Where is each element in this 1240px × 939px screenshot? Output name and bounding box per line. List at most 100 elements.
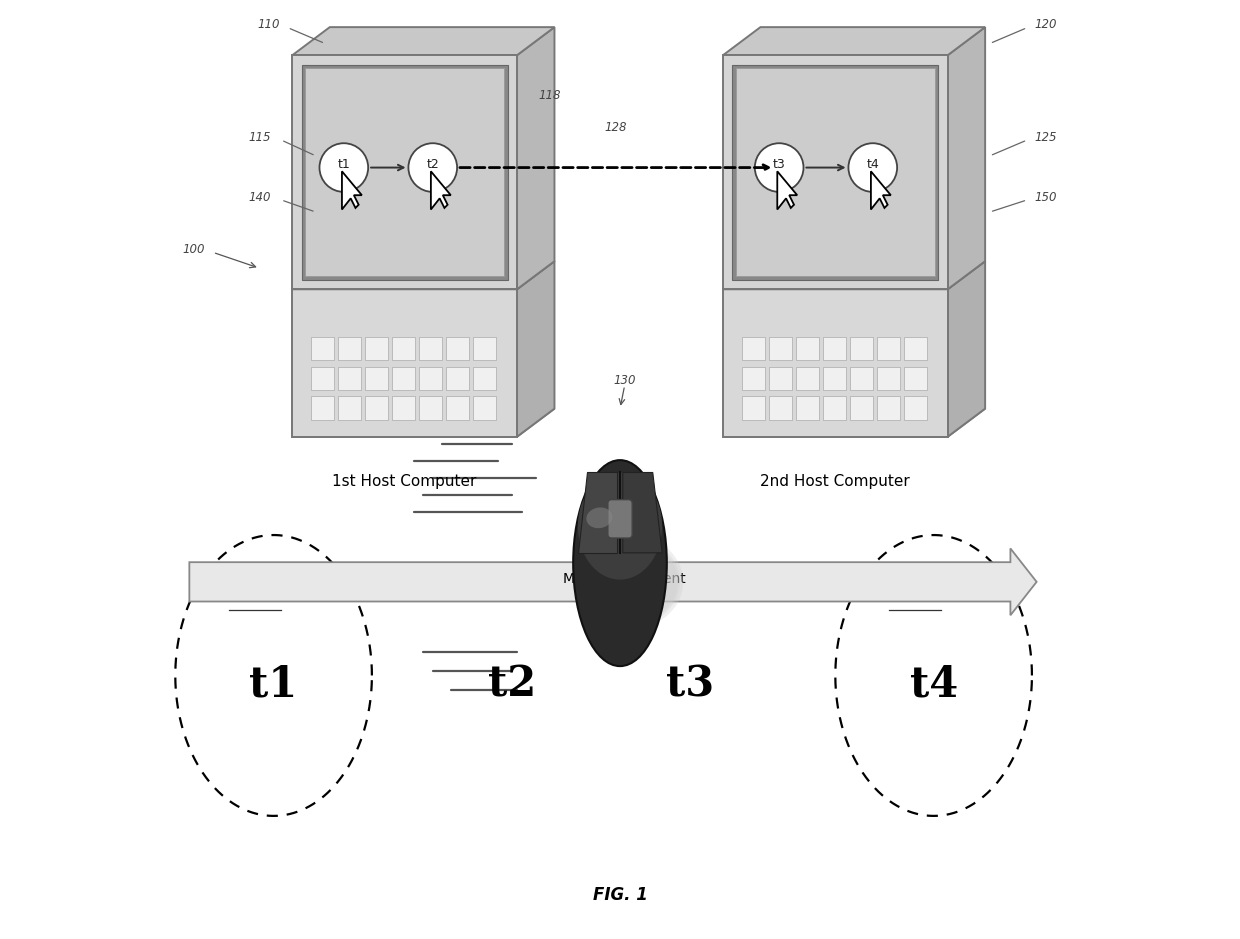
Polygon shape <box>365 336 388 360</box>
Polygon shape <box>904 396 928 420</box>
Polygon shape <box>419 396 443 420</box>
Polygon shape <box>769 396 792 420</box>
FancyArrow shape <box>190 548 1037 615</box>
Text: t2: t2 <box>427 159 439 171</box>
Polygon shape <box>474 396 496 420</box>
Ellipse shape <box>575 534 683 629</box>
Text: 115: 115 <box>248 131 270 144</box>
Text: Mouse Movement: Mouse Movement <box>563 572 686 586</box>
Ellipse shape <box>579 537 680 626</box>
Text: t3: t3 <box>773 159 785 171</box>
Text: 130: 130 <box>229 592 253 605</box>
Polygon shape <box>446 396 470 420</box>
Polygon shape <box>796 396 818 420</box>
Polygon shape <box>823 336 846 360</box>
Polygon shape <box>419 336 443 360</box>
Polygon shape <box>777 171 797 209</box>
Text: t4: t4 <box>867 159 879 171</box>
Polygon shape <box>796 366 818 390</box>
Polygon shape <box>849 366 873 390</box>
Polygon shape <box>742 366 765 390</box>
Text: 140: 140 <box>248 192 270 205</box>
Text: 118: 118 <box>538 88 560 101</box>
Text: t2: t2 <box>489 664 537 706</box>
Polygon shape <box>419 366 443 390</box>
Text: FIG. 1: FIG. 1 <box>593 886 647 904</box>
Polygon shape <box>365 396 388 420</box>
Text: 100: 100 <box>182 243 206 256</box>
Polygon shape <box>301 65 507 280</box>
Polygon shape <box>474 366 496 390</box>
Polygon shape <box>723 27 985 55</box>
Polygon shape <box>769 366 792 390</box>
Circle shape <box>408 144 458 192</box>
Polygon shape <box>474 336 496 360</box>
Text: 2nd Host Computer: 2nd Host Computer <box>760 474 910 489</box>
Polygon shape <box>342 171 362 209</box>
Polygon shape <box>823 396 846 420</box>
Text: 110: 110 <box>258 18 280 31</box>
Polygon shape <box>293 55 517 289</box>
Text: t1: t1 <box>249 664 298 706</box>
Polygon shape <box>737 69 935 276</box>
Polygon shape <box>742 336 765 360</box>
Polygon shape <box>877 336 900 360</box>
Polygon shape <box>723 289 947 437</box>
Polygon shape <box>311 366 335 390</box>
Polygon shape <box>877 366 900 390</box>
Ellipse shape <box>578 472 662 579</box>
Text: 150: 150 <box>1034 192 1058 205</box>
Text: 128: 128 <box>604 121 626 134</box>
Circle shape <box>848 144 897 192</box>
Polygon shape <box>849 396 873 420</box>
Ellipse shape <box>573 460 667 666</box>
Polygon shape <box>293 289 517 437</box>
Text: t4: t4 <box>909 664 957 706</box>
Polygon shape <box>823 366 846 390</box>
Text: t3: t3 <box>666 664 714 706</box>
Polygon shape <box>877 396 900 420</box>
Polygon shape <box>430 171 451 209</box>
Polygon shape <box>339 366 361 390</box>
Polygon shape <box>904 336 928 360</box>
FancyBboxPatch shape <box>608 500 632 538</box>
Text: 1st Host Computer: 1st Host Computer <box>332 474 477 489</box>
Polygon shape <box>622 472 662 553</box>
Polygon shape <box>311 336 335 360</box>
Polygon shape <box>446 336 470 360</box>
Polygon shape <box>723 55 947 289</box>
Text: 130: 130 <box>889 592 914 605</box>
Polygon shape <box>947 27 985 289</box>
Polygon shape <box>311 396 335 420</box>
Polygon shape <box>293 261 554 289</box>
Ellipse shape <box>582 539 677 624</box>
Ellipse shape <box>587 507 613 529</box>
Polygon shape <box>392 396 415 420</box>
Polygon shape <box>742 396 765 420</box>
Polygon shape <box>446 366 470 390</box>
Circle shape <box>320 144 368 192</box>
Polygon shape <box>904 366 928 390</box>
Polygon shape <box>392 366 415 390</box>
Text: 125: 125 <box>1034 131 1058 144</box>
Polygon shape <box>723 261 985 289</box>
Polygon shape <box>365 366 388 390</box>
Polygon shape <box>305 69 503 276</box>
Text: 130: 130 <box>614 374 636 387</box>
Polygon shape <box>293 408 554 437</box>
Polygon shape <box>293 27 554 55</box>
Polygon shape <box>733 65 939 280</box>
Polygon shape <box>517 27 554 289</box>
Polygon shape <box>339 396 361 420</box>
Polygon shape <box>796 336 818 360</box>
Polygon shape <box>578 472 618 553</box>
Polygon shape <box>849 336 873 360</box>
Text: 120: 120 <box>1034 18 1058 31</box>
Polygon shape <box>339 336 361 360</box>
Circle shape <box>755 144 804 192</box>
Polygon shape <box>870 171 890 209</box>
Polygon shape <box>517 261 554 437</box>
Polygon shape <box>723 408 985 437</box>
Polygon shape <box>769 336 792 360</box>
Polygon shape <box>947 261 985 437</box>
